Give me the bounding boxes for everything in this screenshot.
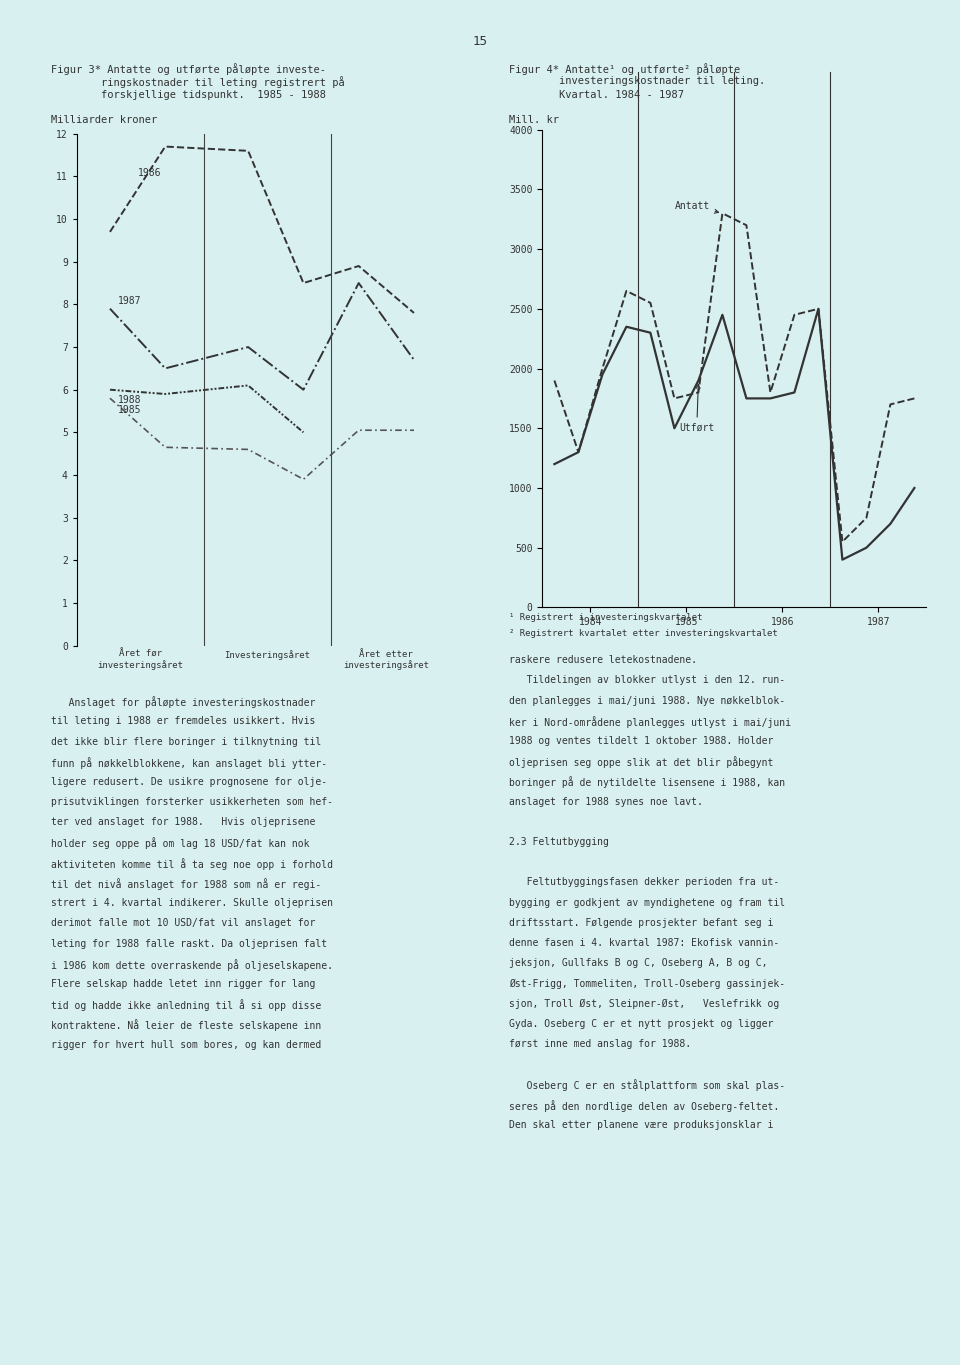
Text: Øst-Frigg, Tommeliten, Troll-Oseberg gassinjek-: Øst-Frigg, Tommeliten, Troll-Oseberg gas…: [509, 979, 785, 988]
Antatt: [572, 444, 584, 460]
Utført: [860, 539, 872, 556]
Text: til det nivå anslaget for 1988 som nå er regi-: til det nivå anslaget for 1988 som nå er…: [51, 878, 322, 890]
Antatt: [716, 205, 728, 221]
Text: leting for 1988 falle raskt. Da oljeprisen falt: leting for 1988 falle raskt. Da oljepris…: [51, 939, 327, 949]
Utført: [620, 318, 632, 334]
Utført: [812, 300, 824, 317]
Text: Milliarder kroner: Milliarder kroner: [51, 115, 157, 124]
Text: tid og hadde ikke anledning til å si opp disse: tid og hadde ikke anledning til å si opp…: [51, 999, 322, 1011]
Line: Utført: Utført: [555, 308, 914, 560]
Text: Kvartal. 1984 - 1987: Kvartal. 1984 - 1987: [509, 90, 684, 100]
Line: Antatt: Antatt: [555, 213, 914, 542]
Antatt: [620, 283, 632, 299]
Utført: [549, 456, 561, 472]
Text: derimot falle mot 10 USD/fat vil anslaget for: derimot falle mot 10 USD/fat vil anslage…: [51, 919, 315, 928]
Utført: [885, 516, 897, 532]
Antatt: [596, 360, 609, 377]
Antatt: [860, 509, 872, 526]
Text: oljeprisen seg oppe slik at det blir påbegynt: oljeprisen seg oppe slik at det blir påb…: [509, 756, 773, 768]
Text: Flere selskap hadde letet inn rigger for lang: Flere selskap hadde letet inn rigger for…: [51, 979, 315, 990]
Text: 1988 og ventes tildelt 1 oktober 1988. Holder: 1988 og ventes tildelt 1 oktober 1988. H…: [509, 736, 773, 747]
Text: anslaget for 1988 synes noe lavt.: anslaget for 1988 synes noe lavt.: [509, 797, 703, 807]
Text: Anslaget for påløpte investeringskostnader: Anslaget for påløpte investeringskostnad…: [51, 696, 315, 708]
Text: 1986: 1986: [137, 168, 161, 179]
Antatt: [836, 534, 849, 550]
Text: aktiviteten komme til å ta seg noe opp i forhold: aktiviteten komme til å ta seg noe opp i…: [51, 857, 333, 870]
Text: sjon, Troll Øst, Sleipner-Øst,   Veslefrikk og: sjon, Troll Øst, Sleipner-Øst, Veslefrik…: [509, 999, 780, 1009]
Text: funn på nøkkelblokkene, kan anslaget bli ytter-: funn på nøkkelblokkene, kan anslaget bli…: [51, 756, 327, 768]
Utført: [692, 373, 704, 389]
Text: ringskostnader til leting registrert på: ringskostnader til leting registrert på: [51, 76, 345, 89]
Antatt: [789, 307, 801, 324]
Text: kontraktene. Nå leier de fleste selskapene inn: kontraktene. Nå leier de fleste selskape…: [51, 1020, 322, 1032]
Utført: [764, 390, 776, 407]
Utført: [836, 551, 849, 568]
Text: ² Registrert kvartalet etter investeringskvartalet: ² Registrert kvartalet etter investering…: [509, 629, 778, 639]
Text: boringer på de nytildelte lisensene i 1988, kan: boringer på de nytildelte lisensene i 19…: [509, 777, 785, 789]
Text: Tildelingen av blokker utlyst i den 12. run-: Tildelingen av blokker utlyst i den 12. …: [509, 676, 785, 685]
Text: ¹ Registrert i investeringskvartalet: ¹ Registrert i investeringskvartalet: [509, 613, 703, 622]
Text: Oseberg C er en stålplattform som skal plas-: Oseberg C er en stålplattform som skal p…: [509, 1080, 785, 1092]
Text: Året før
investeringsåret: Året før investeringsåret: [97, 650, 183, 670]
Text: Figur 3* Antatte og utførte påløpte investe-: Figur 3* Antatte og utførte påløpte inve…: [51, 63, 325, 75]
Text: 15: 15: [472, 35, 488, 49]
Utført: [572, 444, 584, 460]
Utført: [741, 390, 753, 407]
Text: jeksjon, Gullfaks B og C, Oseberg A, B og C,: jeksjon, Gullfaks B og C, Oseberg A, B o…: [509, 958, 767, 968]
Text: det ikke blir flere boringer i tilknytning til: det ikke blir flere boringer i tilknytni…: [51, 737, 322, 747]
Text: Feltutbyggingsfasen dekker perioden fra ut-: Feltutbyggingsfasen dekker perioden fra …: [509, 878, 780, 887]
Text: bygging er godkjent av myndighetene og fram til: bygging er godkjent av myndighetene og f…: [509, 898, 785, 908]
Text: til leting i 1988 er fremdeles usikkert. Hvis: til leting i 1988 er fremdeles usikkert.…: [51, 717, 315, 726]
Text: i 1986 kom dette overraskende på oljeselskapene.: i 1986 kom dette overraskende på oljesel…: [51, 958, 333, 971]
Antatt: [668, 390, 680, 407]
Text: 1987: 1987: [118, 296, 142, 306]
Text: investeringskostnader til leting.: investeringskostnader til leting.: [509, 76, 765, 86]
Text: rigger for hvert hull som bores, og kan dermed: rigger for hvert hull som bores, og kan …: [51, 1040, 322, 1050]
Antatt: [741, 217, 753, 233]
Utført: [596, 366, 609, 382]
Text: holder seg oppe på om lag 18 USD/fat kan nok: holder seg oppe på om lag 18 USD/fat kan…: [51, 838, 309, 849]
Antatt: [812, 300, 824, 317]
Text: forskjellige tidspunkt.  1985 - 1988: forskjellige tidspunkt. 1985 - 1988: [51, 90, 325, 100]
Utført: [908, 479, 920, 495]
Text: 2.3 Feltutbygging: 2.3 Feltutbygging: [509, 837, 609, 848]
Text: Investeringsåret: Investeringsåret: [225, 650, 310, 659]
Antatt: [645, 295, 657, 311]
Utført: [645, 325, 657, 341]
Text: 1988: 1988: [118, 394, 142, 404]
Text: ker i Nord-områdene planlegges utlyst i mai/juni: ker i Nord-områdene planlegges utlyst i …: [509, 715, 791, 728]
Text: denne fasen i 4. kvartal 1987: Ekofisk vannin-: denne fasen i 4. kvartal 1987: Ekofisk v…: [509, 938, 780, 949]
Text: Utført: Utført: [680, 385, 714, 433]
Antatt: [885, 396, 897, 412]
Text: strert i 4. kvartal indikerer. Skulle oljeprisen: strert i 4. kvartal indikerer. Skulle ol…: [51, 898, 333, 908]
Utført: [668, 420, 680, 437]
Text: Den skal etter planene være produksjonsklar i: Den skal etter planene være produksjonsk…: [509, 1119, 773, 1130]
Text: raskere redusere letekostnadene.: raskere redusere letekostnadene.: [509, 655, 697, 665]
Text: Gyda. Oseberg C er et nytt prosjekt og ligger: Gyda. Oseberg C er et nytt prosjekt og l…: [509, 1018, 773, 1029]
Text: Mill. kr: Mill. kr: [509, 115, 559, 124]
Text: 1985: 1985: [118, 405, 142, 415]
Antatt: [692, 385, 704, 401]
Text: ter ved anslaget for 1988.   Hvis oljeprisene: ter ved anslaget for 1988. Hvis oljepris…: [51, 818, 315, 827]
Text: den planlegges i mai/juni 1988. Nye nøkkelblok-: den planlegges i mai/juni 1988. Nye nøkk…: [509, 696, 785, 706]
Text: Antatt: Antatt: [674, 201, 718, 213]
Text: først inne med anslag for 1988.: først inne med anslag for 1988.: [509, 1039, 691, 1050]
Text: Året etter
investeringsåret: Året etter investeringsåret: [344, 650, 429, 670]
Utført: [789, 385, 801, 401]
Text: prisutviklingen forsterker usikkerheten som hef-: prisutviklingen forsterker usikkerheten …: [51, 797, 333, 807]
Text: seres på den nordlige delen av Oseberg-feltet.: seres på den nordlige delen av Oseberg-f…: [509, 1100, 780, 1111]
Antatt: [764, 385, 776, 401]
Text: driftsstart. Følgende prosjekter befant seg i: driftsstart. Følgende prosjekter befant …: [509, 917, 773, 928]
Text: Figur 4* Antatte¹ og utførte² påløpte: Figur 4* Antatte¹ og utførte² påløpte: [509, 63, 740, 75]
Antatt: [549, 373, 561, 389]
Text: ligere redusert. De usikre prognosene for olje-: ligere redusert. De usikre prognosene fo…: [51, 777, 327, 788]
Utført: [716, 307, 728, 324]
Antatt: [908, 390, 920, 407]
